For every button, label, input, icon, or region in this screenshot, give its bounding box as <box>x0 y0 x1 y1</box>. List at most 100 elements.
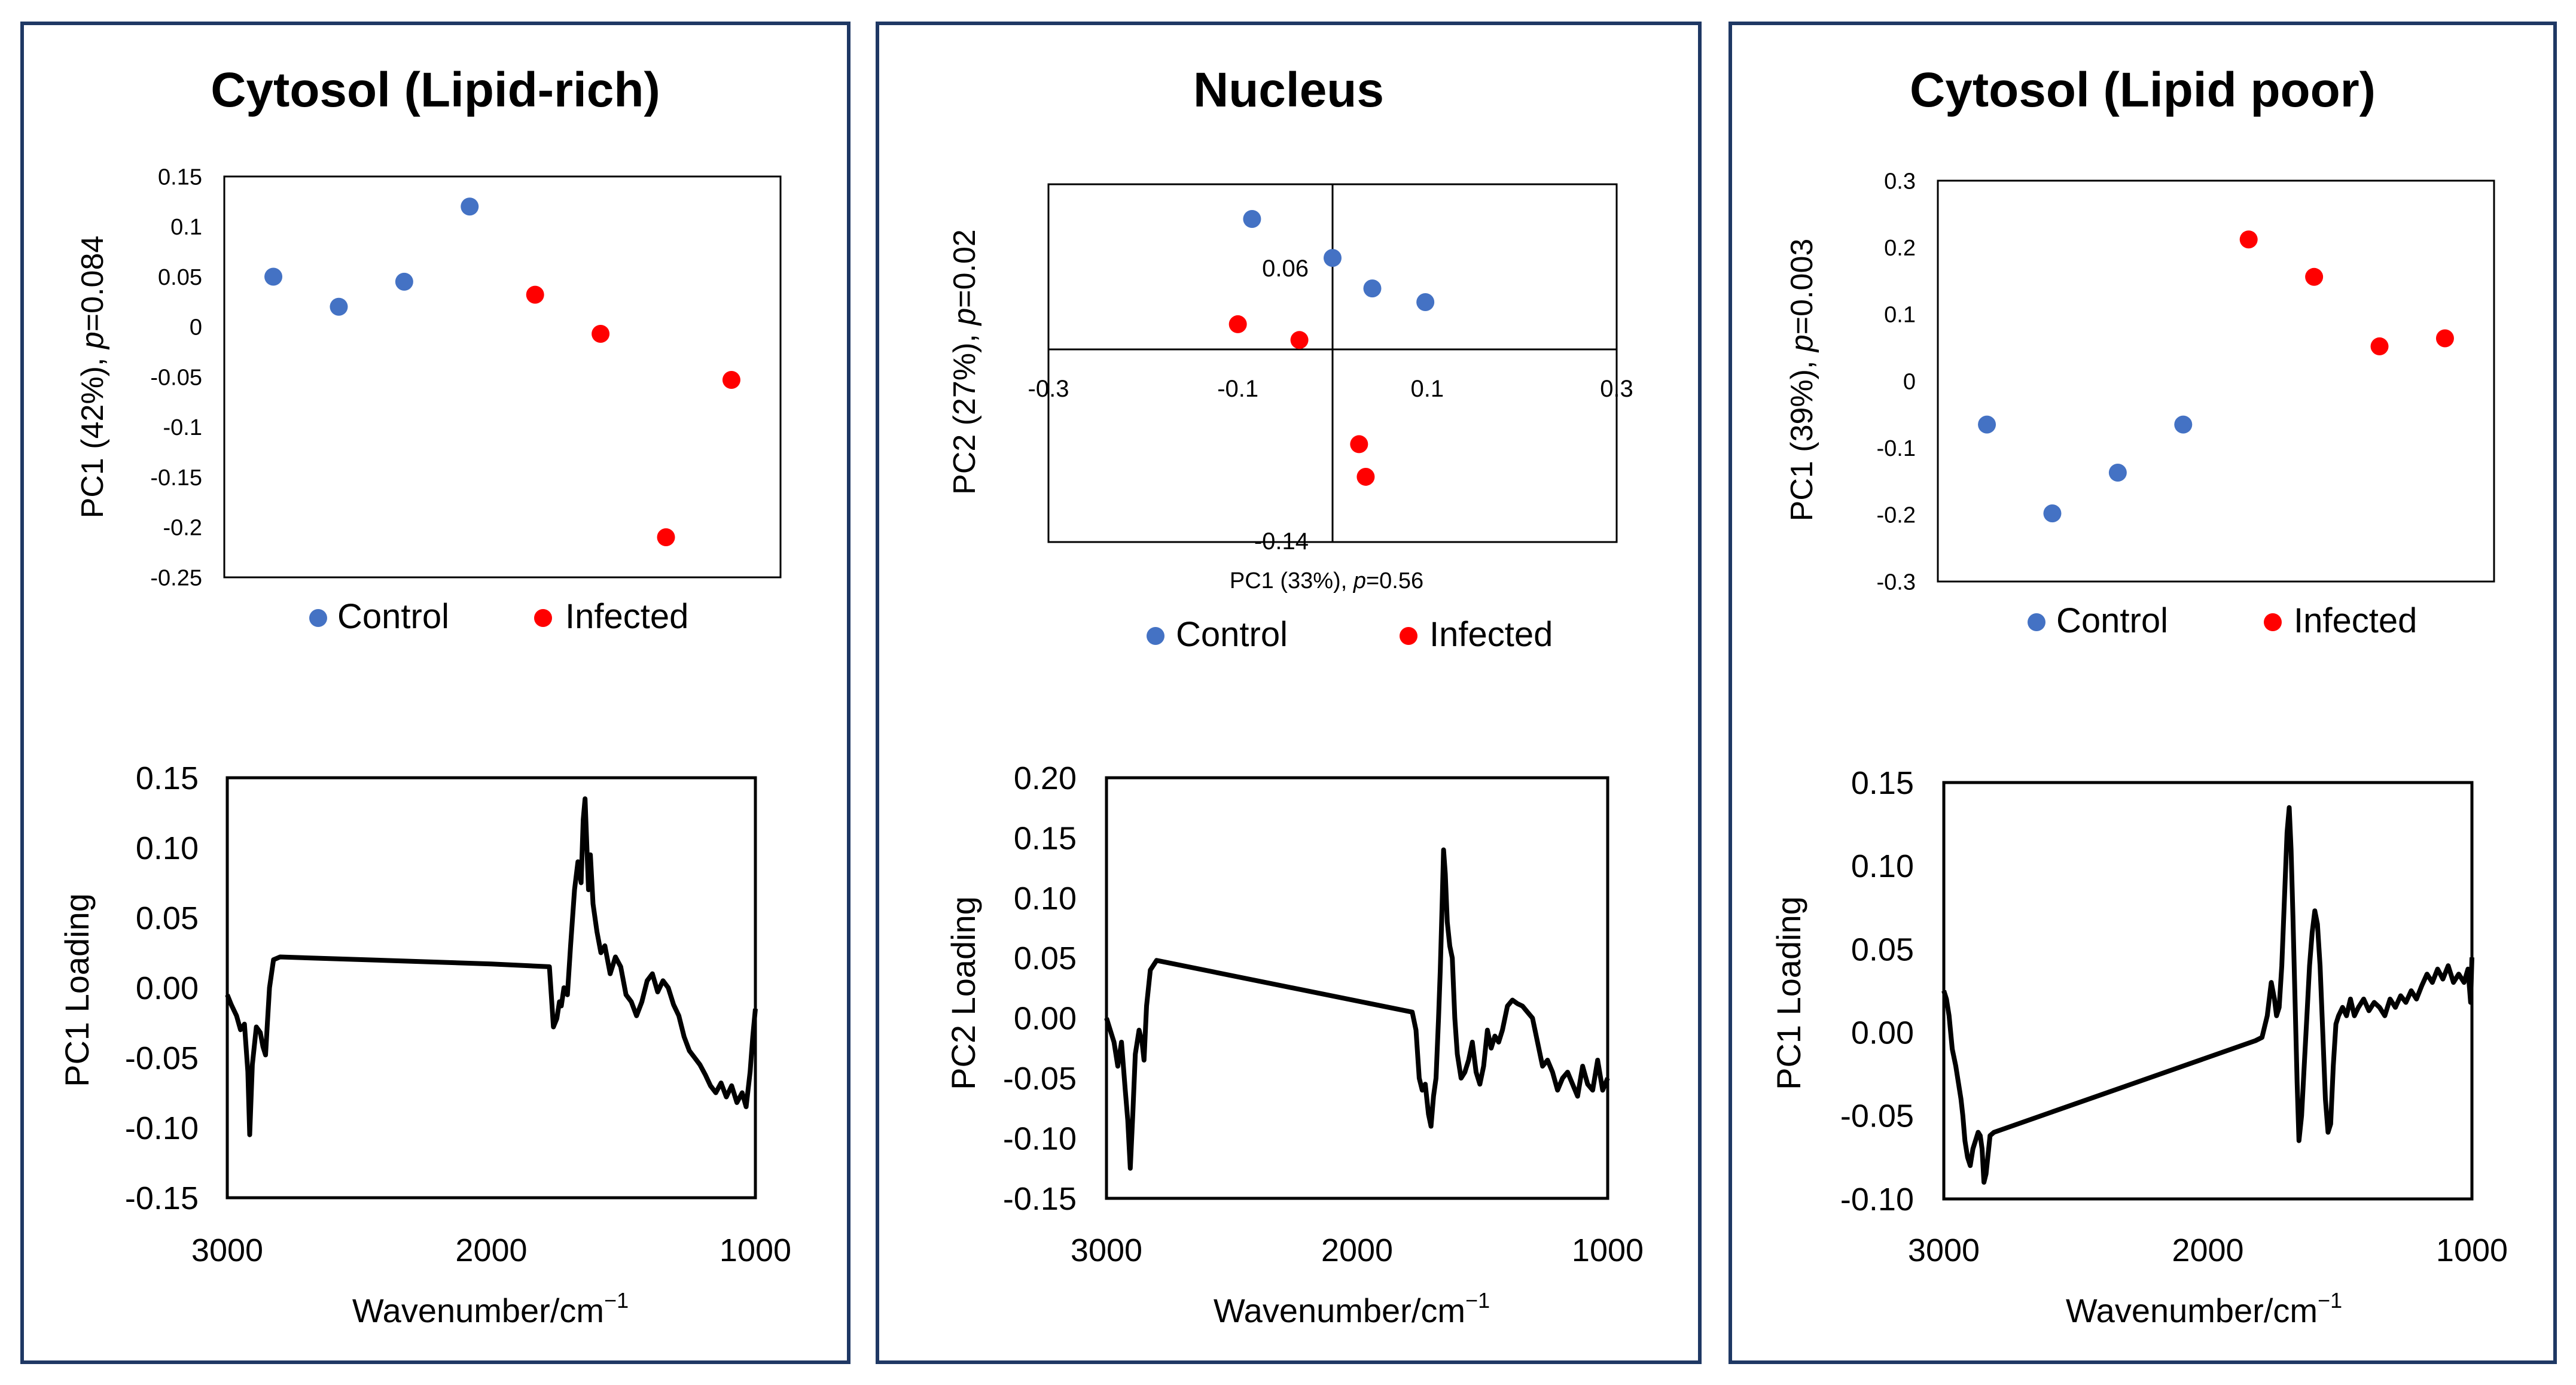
data-point-infected <box>2370 337 2389 355</box>
y-tick-labels: 0.15 0.1 0.05 0 -0.05 -0.1 -0.15 -0.2 -0.25 <box>150 165 202 590</box>
y-tick-label: 0.10 <box>136 830 199 866</box>
data-point-control <box>2043 504 2062 523</box>
x-axis-label: PC1 (33%), p=0.56 <box>1230 568 1423 593</box>
y-tick-label: -0.25 <box>150 565 202 590</box>
legend-infected-label: Infected <box>2294 601 2417 640</box>
y-tick-label: 0 <box>190 315 202 340</box>
data-point-control <box>2108 463 2127 482</box>
data-point-infected <box>1228 315 1247 333</box>
y-tick-label: 0.05 <box>158 265 202 290</box>
y-tick-label: 0.00 <box>1851 1015 1914 1051</box>
y-tick-labels: 0.15 0.10 0.05 0.00 -0.05 -0.10 <box>1840 765 1914 1217</box>
scatter-chart-2: -0.3 -0.1 0.1 0.3 0.06 -0.14 PC2 (27%), p=0… <box>947 183 1633 654</box>
data-point-control <box>1978 415 1996 434</box>
x-tick-label: 0.3 <box>1600 376 1633 402</box>
scatter-chart-3: 0.3 0.2 0.1 0 -0.1 -0.2 -0.3 PC1 (39%), p=0.00… <box>1785 169 2495 640</box>
y-tick-label: -0.15 <box>125 1180 199 1216</box>
y-axis-label: PC2 Loading <box>944 896 982 1090</box>
loading-line <box>1104 847 1610 1171</box>
y-axis-label: PC1 Loading <box>1770 896 1807 1090</box>
data-point-control <box>1324 249 1342 267</box>
data-point-infected <box>2305 267 2324 286</box>
legend-control-label: Control <box>337 597 449 636</box>
loading-line <box>225 796 758 1137</box>
x-axis-label: Wavenumber/cm−1 <box>352 1288 629 1329</box>
data-point-control <box>1243 210 1261 229</box>
data-point-infected <box>1356 467 1375 486</box>
data-point-control <box>2174 415 2193 434</box>
y-tick-labels: 0.3 0.2 0.1 0 -0.1 -0.2 -0.3 <box>1877 169 1916 595</box>
y-tick-label: -0.3 <box>1877 570 1916 595</box>
x-tick-label: 3000 <box>1908 1232 1980 1268</box>
y-tick-label: 0.3 <box>1884 169 1916 194</box>
legend-infected-label: Infected <box>565 597 688 636</box>
scatter-chart-1: 0.15 0.1 0.05 0 -0.05 -0.1 -0.15 -0.2 -0.25 PC1 … <box>75 165 782 636</box>
data-point-infected <box>657 528 675 546</box>
data-points <box>1978 230 2454 523</box>
data-point-control <box>1416 293 1435 311</box>
data-point-control <box>330 297 348 316</box>
loading-line <box>1941 805 2474 1185</box>
x-tick-labels: 3000 2000 1000 <box>1071 1232 1644 1268</box>
y-tick-label: 0.06 <box>1262 255 1309 282</box>
y-tick-label: 0.1 <box>170 215 202 240</box>
y-tick-labels: 0.15 0.10 0.05 0.00 -0.05 -0.10 -0.15 <box>125 760 199 1216</box>
y-tick-label: 0.10 <box>1851 848 1914 884</box>
y-axis-label: PC1 (39%), p=0.003 <box>1785 239 1819 522</box>
y-tick-label: 0.05 <box>1851 932 1914 967</box>
y-tick-label: -0.10 <box>1003 1121 1077 1156</box>
data-point-infected <box>1350 435 1368 453</box>
legend-control-label: Control <box>1176 615 1288 654</box>
x-tick-label: -0.1 <box>1217 376 1258 402</box>
y-tick-label: 0.15 <box>1014 820 1077 856</box>
y-tick-label: -0.15 <box>1003 1181 1077 1217</box>
plot-area <box>1942 781 2474 1201</box>
x-tick-labels: 3000 2000 1000 <box>191 1232 791 1268</box>
loading-chart-1: 0.15 0.10 0.05 0.00 -0.05 -0.10 -0.15 3000 2000… <box>58 760 791 1329</box>
y-tick-label: -0.15 <box>150 465 202 491</box>
y-tick-label: 0.15 <box>158 165 202 190</box>
x-tick-label: 3000 <box>191 1232 263 1268</box>
y-tick-label: 0.00 <box>1014 1001 1077 1037</box>
y-tick-label: 0 <box>1903 369 1916 394</box>
data-points <box>1228 210 1435 486</box>
y-tick-label: 0.20 <box>1014 760 1077 796</box>
x-tick-label: 2000 <box>1321 1232 1393 1268</box>
y-tick-labels: 0.20 0.15 0.10 0.05 0.00 -0.05 -0.10 -0.15 <box>1003 760 1077 1217</box>
legend-control-marker <box>2028 613 2045 631</box>
x-tick-label: 2000 <box>455 1232 527 1268</box>
y-tick-label: -0.05 <box>125 1040 199 1076</box>
y-tick-label: 0.15 <box>1851 765 1914 801</box>
x-tick-label: 1000 <box>1572 1232 1644 1268</box>
data-point-control <box>264 267 283 286</box>
data-points <box>264 197 740 546</box>
y-tick-label: 0.00 <box>136 970 199 1006</box>
x-axis-label: Wavenumber/cm−1 <box>2066 1288 2342 1329</box>
data-point-infected <box>2239 230 2258 249</box>
panel-title: Nucleus <box>1193 63 1384 117</box>
legend-control-marker <box>309 609 327 627</box>
data-point-infected <box>2435 329 2454 348</box>
y-tick-label: 0.15 <box>136 760 199 796</box>
plot-area <box>1937 179 2495 583</box>
panel-title: Cytosol (Lipid-rich) <box>211 63 660 117</box>
y-tick-label: -0.05 <box>1003 1061 1077 1097</box>
data-point-infected <box>592 324 610 343</box>
plot-area <box>225 776 757 1200</box>
x-tick-labels: 3000 2000 1000 <box>1908 1232 2508 1268</box>
legend-infected-marker <box>1400 627 1417 645</box>
data-point-infected <box>1290 331 1309 349</box>
y-tick-label: 0.05 <box>136 900 199 936</box>
data-point-control <box>461 197 479 216</box>
x-tick-label: 0.1 <box>1411 376 1444 402</box>
data-point-control <box>395 272 413 291</box>
panel-title: Cytosol (Lipid poor) <box>1910 63 2376 117</box>
x-tick-label: 1000 <box>720 1232 791 1268</box>
y-tick-label: 0.05 <box>1014 940 1077 976</box>
panel-cytosol-lipid-rich: Cytosol (Lipid-rich) <box>20 22 850 1364</box>
y-tick-label: -0.05 <box>1840 1098 1914 1134</box>
y-tick-label: 0.2 <box>1884 236 1916 261</box>
y-tick-label: 0.10 <box>1014 881 1077 917</box>
legend-control-label: Control <box>2056 601 2168 640</box>
